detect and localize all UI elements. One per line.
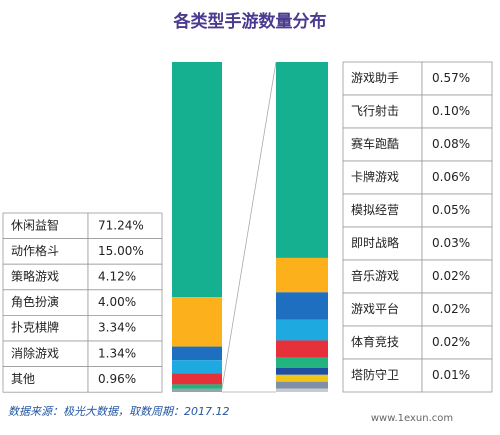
table-cell xyxy=(421,292,493,327)
category-label: 塔防守卫 xyxy=(351,367,399,382)
value-label: 0.08% xyxy=(432,137,470,151)
value-label: 0.01% xyxy=(432,368,470,382)
source-note: 数据来源：极光大数据，取数周期：2017.12 xyxy=(8,405,230,418)
bar-segment xyxy=(172,62,222,298)
bar-segment xyxy=(276,319,328,341)
table-cell xyxy=(87,366,163,393)
bar-segment xyxy=(172,388,222,392)
bar-segment xyxy=(172,297,222,347)
table-cell xyxy=(421,160,493,195)
category-label: 休闲益智 xyxy=(11,217,59,232)
bar-segment xyxy=(172,373,222,385)
bar-segment xyxy=(172,384,222,389)
bar-segment xyxy=(276,257,328,293)
bar-segment xyxy=(276,62,328,258)
category-label: 游戏平台 xyxy=(351,301,399,316)
category-label: 游戏助手 xyxy=(351,71,399,85)
table-cell xyxy=(87,263,163,291)
value-label: 3.34% xyxy=(98,321,136,335)
category-label: 体育竞技 xyxy=(351,334,399,349)
table-cell xyxy=(87,289,163,316)
bar-segment xyxy=(172,346,222,361)
category-label: 音乐游戏 xyxy=(351,268,399,283)
table-cell xyxy=(342,358,423,393)
value-label: 4.00% xyxy=(98,295,136,309)
category-label: 即时战略 xyxy=(351,235,399,250)
bar-segment xyxy=(276,381,328,389)
value-label: 71.24% xyxy=(98,218,144,232)
table-cell xyxy=(87,314,163,342)
table-cell xyxy=(2,366,89,393)
bar-segment xyxy=(276,367,328,375)
table-cell xyxy=(342,259,423,294)
value-label: 0.06% xyxy=(432,170,470,184)
watermark: www.1exun.com xyxy=(371,413,453,424)
value-label: 4.12% xyxy=(98,270,136,284)
category-label: 其他 xyxy=(11,372,35,386)
chart-title: 各类型手游数量分布 xyxy=(173,11,327,32)
table-cell xyxy=(421,193,493,228)
table-cell xyxy=(421,358,493,393)
bar-segment xyxy=(276,388,328,392)
table-cell xyxy=(342,61,423,96)
table-cell xyxy=(2,314,89,342)
bar-segment xyxy=(276,374,328,382)
table-cell xyxy=(342,292,423,327)
category-label: 模拟经营 xyxy=(351,203,399,217)
category-label: 赛车跑酷 xyxy=(351,136,399,151)
table-cell xyxy=(342,325,423,360)
table-cell xyxy=(87,340,163,368)
table-cell xyxy=(421,259,493,294)
table-cell xyxy=(421,94,493,129)
value-label: 0.96% xyxy=(98,372,136,386)
table-cell xyxy=(342,127,423,162)
bar-segment xyxy=(276,292,328,320)
category-label: 飞行射击 xyxy=(351,103,399,118)
category-label: 扑克棋牌 xyxy=(11,321,59,335)
category-label: 动作格斗 xyxy=(11,243,59,258)
value-label: 0.10% xyxy=(432,104,470,118)
category-label: 卡牌游戏 xyxy=(351,170,399,184)
value-label: 1.34% xyxy=(98,346,136,360)
bar-segment xyxy=(172,360,222,374)
value-label: 0.02% xyxy=(432,335,470,349)
table-cell xyxy=(87,212,163,240)
category-label: 角色扮演 xyxy=(11,294,59,309)
value-label: 15.00% xyxy=(98,244,144,258)
value-label: 0.03% xyxy=(432,236,470,250)
category-label: 消除游戏 xyxy=(11,345,59,360)
value-label: 0.02% xyxy=(432,269,470,283)
table-cell xyxy=(421,226,493,261)
connector-line xyxy=(221,61,277,389)
table-cell xyxy=(87,238,163,265)
table-cell xyxy=(421,325,493,360)
value-label: 0.02% xyxy=(432,302,470,316)
category-label: 策略游戏 xyxy=(11,269,59,284)
bar-segment xyxy=(276,357,328,368)
table-cell xyxy=(342,226,423,261)
value-label: 0.05% xyxy=(432,203,470,217)
bar-segment xyxy=(276,340,328,358)
value-label: 0.57% xyxy=(432,71,470,85)
table-cell xyxy=(2,340,89,368)
